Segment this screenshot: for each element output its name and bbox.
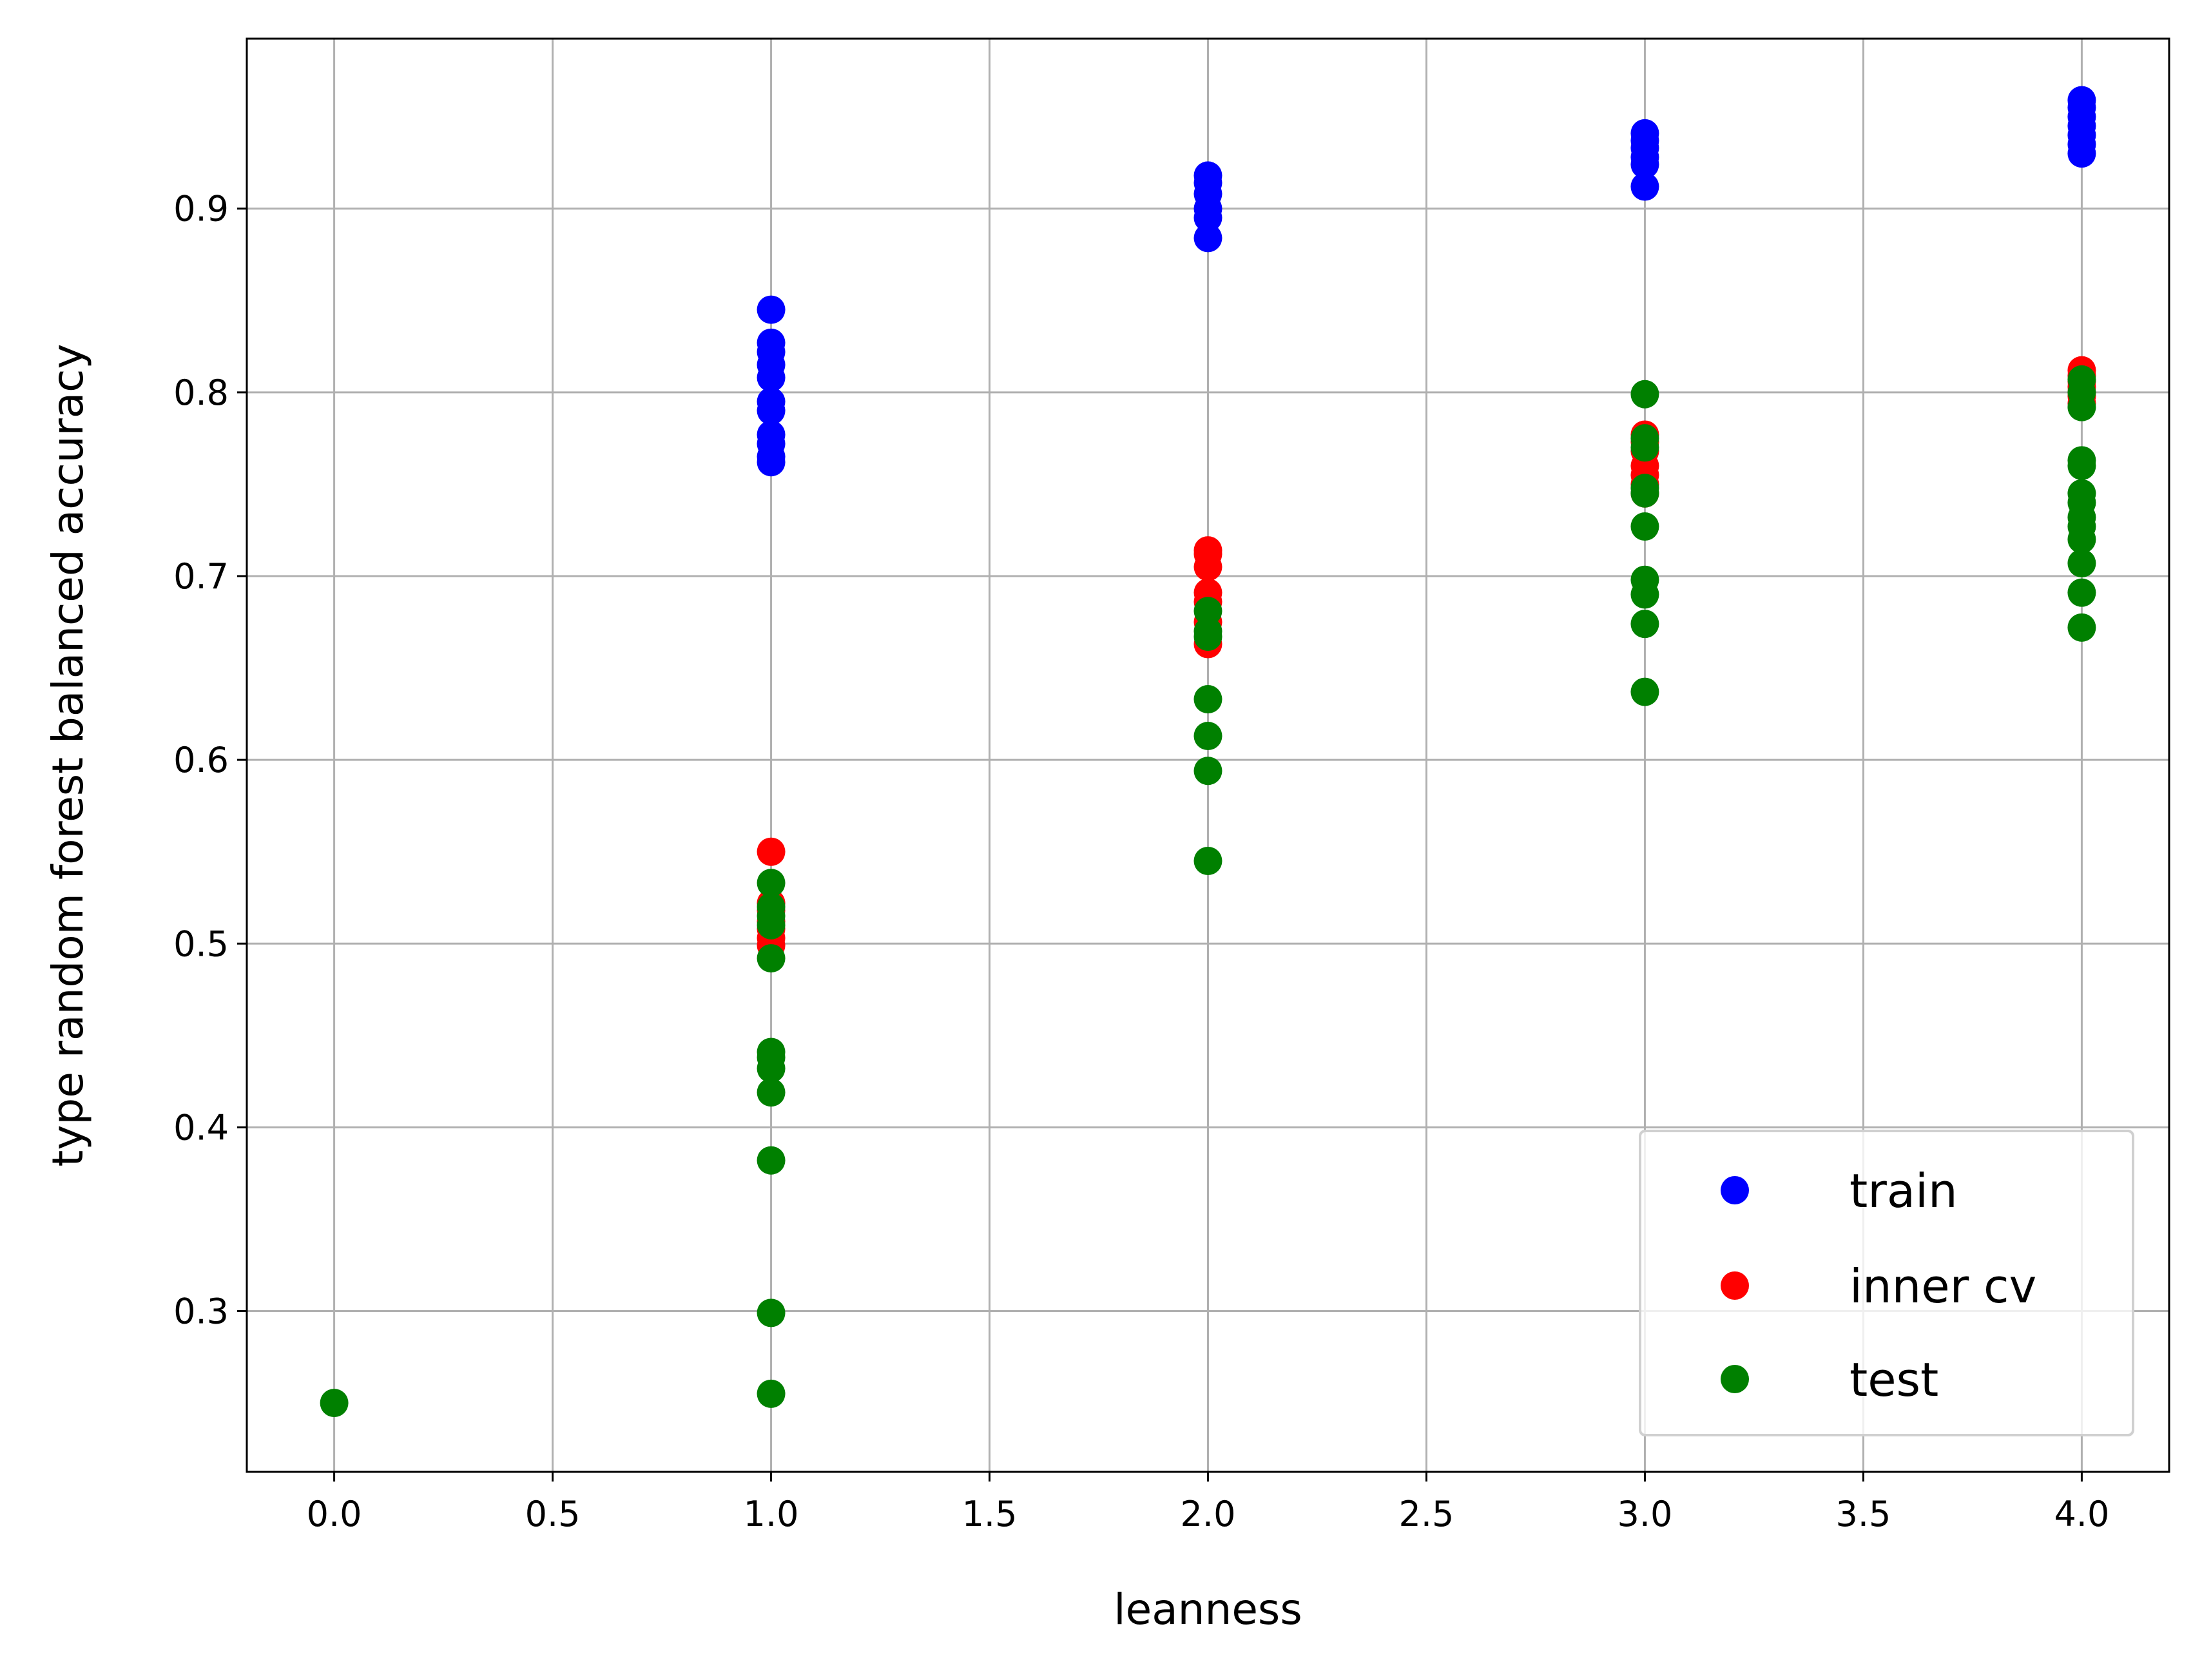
test-point-5 [757,944,786,973]
test-point-40 [2067,549,2096,578]
test-point-27 [1630,580,1659,609]
train-point-29 [2067,139,2096,168]
test-point-24 [1630,479,1659,508]
test-point-22 [1630,433,1659,462]
test-point-19 [1193,846,1222,875]
inner-cv-point-0 [757,837,786,866]
train-point-21 [1630,150,1659,179]
legend-label-inner-cv: inner cv [1849,1259,2036,1313]
y-tick-label-3: 0.6 [173,740,229,780]
x-tick-label-8: 4.0 [2054,1494,2109,1534]
test-point-12 [757,1379,786,1408]
legend-marker-test [1721,1365,1749,1393]
y-tick-label-0: 0.3 [173,1291,229,1332]
legend-marker-inner-cv [1721,1271,1749,1300]
test-point-42 [2067,613,2096,642]
test-point-16 [1193,685,1222,714]
test-point-10 [757,1146,786,1175]
test-point-28 [1630,610,1659,639]
test-point-11 [757,1299,786,1328]
test-point-17 [1193,722,1222,751]
x-tick-label-2: 1.0 [744,1494,799,1534]
legend-label-test: test [1849,1353,1938,1407]
test-point-13 [1193,597,1222,626]
y-tick-label-4: 0.7 [173,556,229,597]
legend-marker-train [1721,1176,1749,1204]
train-point-4 [757,363,786,392]
train-point-10 [757,448,786,477]
test-point-0 [320,1389,349,1418]
train-point-16 [1193,224,1222,253]
x-tick-label-5: 2.5 [1399,1494,1454,1534]
x-axis-label: leanness [1114,1585,1302,1634]
train-point-22 [1630,172,1659,201]
data-points [320,86,2096,1418]
train-point-0 [757,295,786,324]
test-point-41 [2067,578,2096,607]
legend: train inner cv test [1639,1130,2134,1436]
train-point-15 [1193,204,1222,232]
test-point-15 [1193,623,1222,652]
axis-ticks: 0.0 0.5 1.0 1.5 2.0 2.5 3.0 3.5 4.0 0.3 0.4 0.5 0.6 0… [173,189,2109,1534]
test-point-9 [757,1078,786,1107]
y-tick-label-5: 0.8 [173,372,229,413]
x-tick-label-6: 3.0 [1618,1494,1673,1534]
test-point-32 [2067,392,2096,421]
test-point-34 [2067,451,2096,480]
y-tick-label-2: 0.5 [173,923,229,964]
test-point-18 [1193,757,1222,786]
x-tick-label-7: 3.5 [1835,1494,1891,1534]
test-point-29 [1630,677,1659,706]
test-point-1 [757,869,786,898]
legend-label-train: train [1849,1164,1958,1218]
x-tick-label-3: 1.5 [962,1494,1018,1534]
test-point-4 [757,911,786,940]
y-axis-label: type random forest balanced accuracy [43,343,93,1166]
test-point-8 [757,1054,786,1083]
x-tick-label-0: 0.0 [307,1494,362,1534]
test-point-39 [2067,525,2096,554]
y-tick-label-1: 0.4 [173,1107,229,1148]
x-tick-label-1: 0.5 [525,1494,581,1534]
legend-box [1639,1130,2134,1436]
test-point-20 [1630,380,1659,409]
y-tick-label-6: 0.9 [173,189,229,229]
test-point-25 [1630,512,1659,541]
train-point-6 [757,396,786,425]
x-tick-label-4: 2.0 [1181,1494,1236,1534]
inner-cv-point-9 [1193,552,1222,581]
